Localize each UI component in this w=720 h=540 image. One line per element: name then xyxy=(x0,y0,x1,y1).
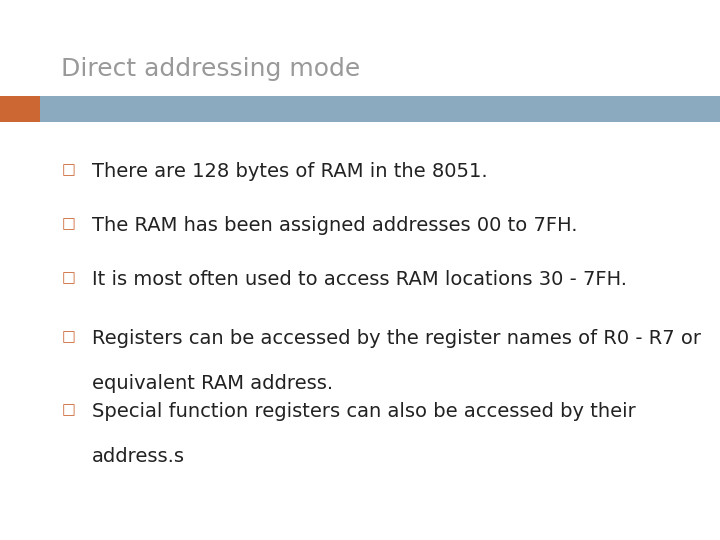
Text: address.s: address.s xyxy=(92,447,185,465)
Text: Registers can be accessed by the register names of R0 - R7 or: Registers can be accessed by the registe… xyxy=(92,329,701,348)
Text: There are 128 bytes of RAM in the 8051.: There are 128 bytes of RAM in the 8051. xyxy=(92,162,487,181)
Text: equivalent RAM address.: equivalent RAM address. xyxy=(92,374,333,393)
Text: □: □ xyxy=(61,329,75,345)
Bar xyxy=(40,96,720,122)
Text: It is most often used to access RAM locations 30 - 7FH.: It is most often used to access RAM loca… xyxy=(92,270,627,289)
Text: □: □ xyxy=(61,270,75,285)
Text: Special function registers can also be accessed by their: Special function registers can also be a… xyxy=(92,402,636,421)
Text: The RAM has been assigned addresses 00 to 7FH.: The RAM has been assigned addresses 00 t… xyxy=(92,216,577,235)
Text: □: □ xyxy=(61,162,75,177)
Text: □: □ xyxy=(61,216,75,231)
Text: □: □ xyxy=(61,402,75,417)
Text: Direct addressing mode: Direct addressing mode xyxy=(61,57,361,80)
Bar xyxy=(0,96,40,122)
